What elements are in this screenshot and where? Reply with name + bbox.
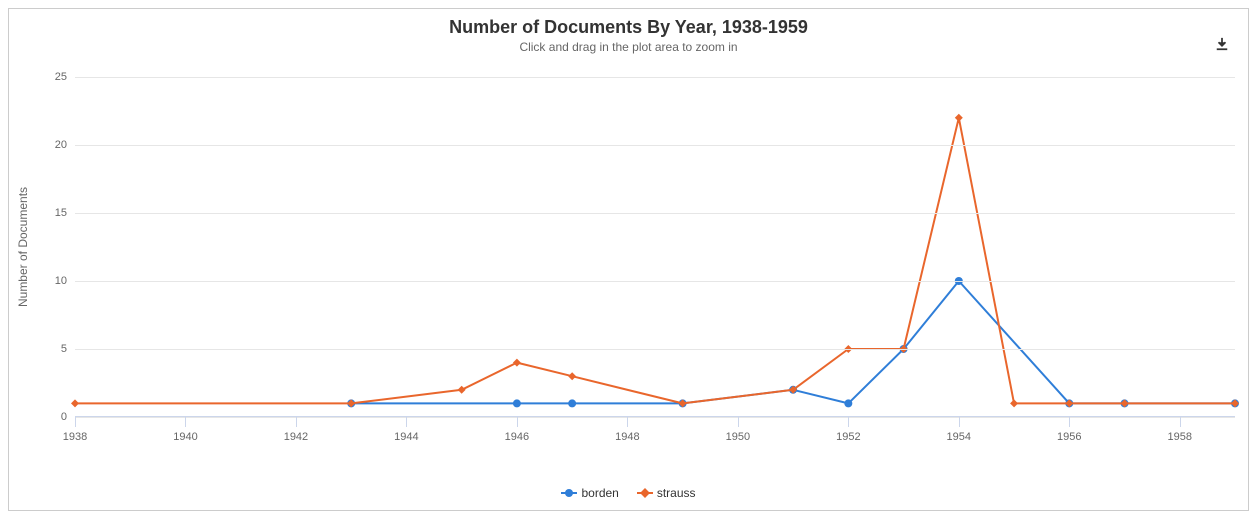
grid-line (75, 281, 1235, 282)
data-point-strauss[interactable] (71, 399, 79, 407)
y-tick-label: 10 (55, 275, 75, 287)
x-tick-label: 1956 (1057, 417, 1081, 443)
export-menu-button[interactable] (1210, 33, 1234, 55)
legend-item-strauss[interactable]: strauss (637, 486, 696, 500)
x-tick-label: 1942 (284, 417, 308, 443)
x-tick-label: 1952 (836, 417, 860, 443)
legend-item-borden[interactable]: borden (561, 486, 618, 500)
data-point-strauss[interactable] (1010, 399, 1018, 407)
data-point-borden[interactable] (568, 399, 576, 407)
x-tick-label: 1940 (173, 417, 197, 443)
legend-symbol-strauss (637, 487, 653, 499)
y-tick-label: 20 (55, 139, 75, 151)
grid-line (75, 145, 1235, 146)
x-tick-label: 1950 (726, 417, 750, 443)
data-point-strauss[interactable] (513, 359, 521, 367)
series-layer (75, 77, 1235, 417)
chart-subtitle: Click and drag in the plot area to zoom … (9, 40, 1248, 54)
y-axis-title: Number of Documents (16, 187, 30, 307)
series-line-strauss[interactable] (75, 118, 1235, 404)
data-point-strauss[interactable] (955, 114, 963, 122)
download-icon (1215, 37, 1229, 51)
chart-title: Number of Documents By Year, 1938-1959 (9, 17, 1248, 38)
data-point-strauss[interactable] (458, 386, 466, 394)
x-tick-label: 1946 (505, 417, 529, 443)
series-line-borden[interactable] (351, 281, 1235, 403)
grid-line (75, 77, 1235, 78)
data-point-strauss[interactable] (568, 372, 576, 380)
data-point-borden[interactable] (844, 399, 852, 407)
x-tick-label: 1948 (615, 417, 639, 443)
x-tick-label: 1938 (63, 417, 87, 443)
x-tick-label: 1954 (947, 417, 971, 443)
y-tick-label: 15 (55, 207, 75, 219)
legend-symbol-borden (561, 487, 577, 499)
y-tick-label: 25 (55, 71, 75, 83)
grid-line (75, 213, 1235, 214)
legend: borden strauss (9, 486, 1248, 500)
x-tick-label: 1958 (1168, 417, 1192, 443)
x-tick-label: 1944 (394, 417, 418, 443)
y-tick-label: 5 (61, 343, 75, 355)
grid-line (75, 349, 1235, 350)
legend-label-borden: borden (581, 486, 618, 500)
data-point-borden[interactable] (513, 399, 521, 407)
legend-label-strauss: strauss (657, 486, 696, 500)
chart-container: Number of Documents By Year, 1938-1959 C… (8, 8, 1249, 511)
plot-area[interactable]: 0510152025193819401942194419461948195019… (75, 77, 1235, 417)
